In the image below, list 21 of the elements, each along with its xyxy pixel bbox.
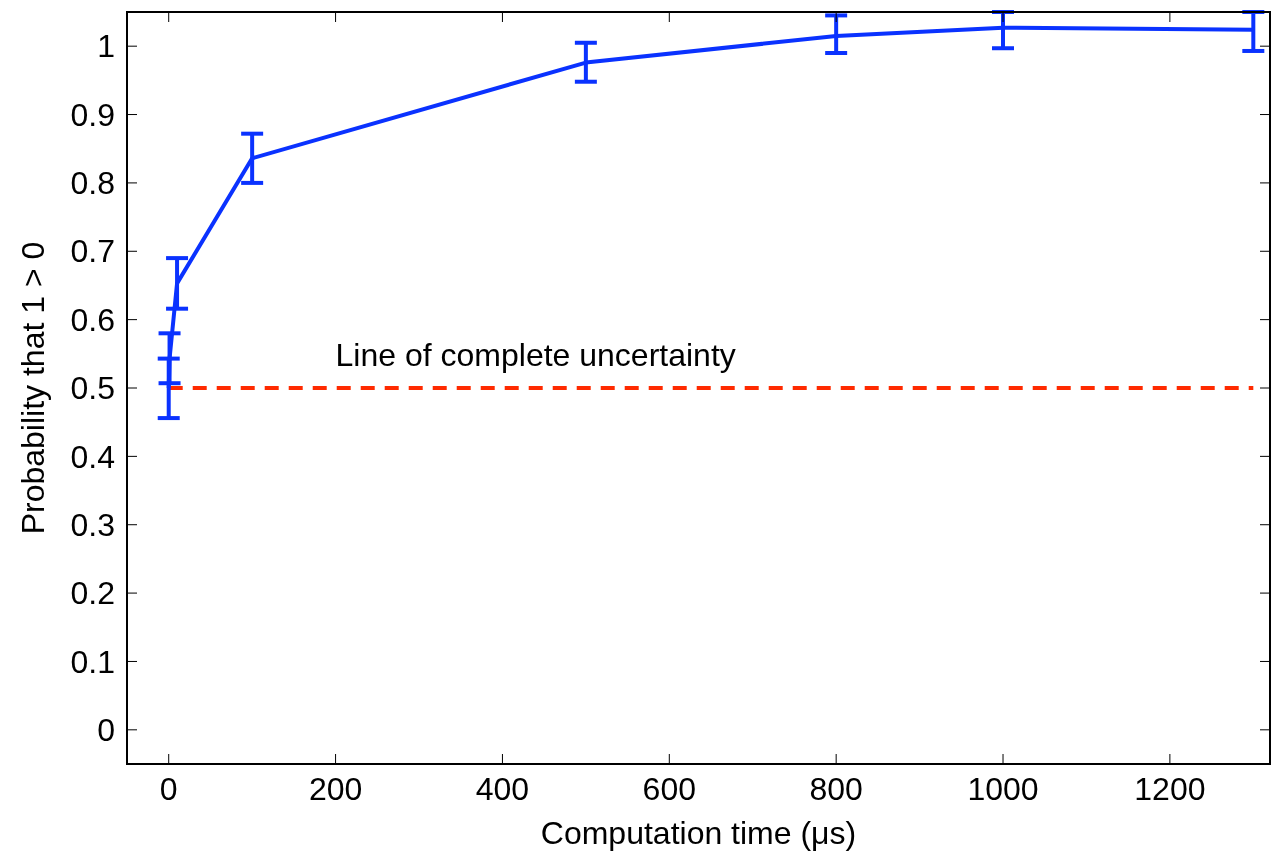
x-axis-title: Computation time (μs) (540, 815, 857, 851)
y-axis-title: Probability that 1 > 0 (15, 241, 51, 535)
y-tick-label: 0.4 (70, 438, 115, 475)
y-tick-label: 0.6 (70, 301, 115, 338)
y-tick-label: 0.7 (70, 233, 115, 270)
y-tick-label: 1 (97, 28, 115, 65)
x-tick-label: 200 (308, 771, 363, 807)
x-tick-label: 400 (475, 771, 530, 807)
x-tick-label: 1200 (1134, 771, 1206, 807)
x-tick-label: 800 (809, 771, 863, 807)
y-tick-label: 0 (97, 712, 115, 749)
y-tick-label: 0.5 (70, 370, 115, 407)
x-tick-label: 1000 (967, 771, 1039, 807)
y-tick-label: 0.8 (70, 165, 115, 202)
y-tick-label: 0.9 (70, 96, 115, 133)
ref-line-label: Line of complete uncertainty (335, 337, 736, 373)
y-tick-label: 0.1 (70, 643, 115, 680)
x-tick-label: 600 (642, 771, 696, 807)
y-tick-label: 0.2 (70, 575, 115, 612)
y-tick-label: 0.3 (70, 506, 115, 543)
x-tick-label: 0 (159, 771, 178, 807)
